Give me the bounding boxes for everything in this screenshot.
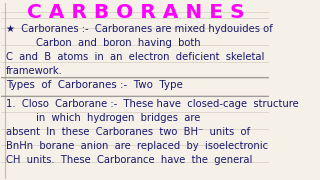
Text: in  which  hydrogen  bridges  are: in which hydrogen bridges are <box>36 113 201 123</box>
Text: framework.: framework. <box>6 66 63 76</box>
Text: Carbon  and  boron  having  both: Carbon and boron having both <box>36 38 201 48</box>
Text: ★  Carboranes :-  Carboranes are mixed hydouides of: ★ Carboranes :- Carboranes are mixed hyd… <box>6 24 273 34</box>
Text: BnHn  borane  anion  are  replaced  by  isoelectronic: BnHn borane anion are replaced by isoele… <box>6 141 268 151</box>
Text: absent  In  these  Carboranes  two  BH⁻  units  of: absent In these Carboranes two BH⁻ units… <box>6 127 250 137</box>
Text: CH  units.  These  Carborance  have  the  general: CH units. These Carborance have the gene… <box>6 155 252 165</box>
Text: C  and  B  atoms  in  an  electron  deficient  skeletal: C and B atoms in an electron deficient s… <box>6 52 265 62</box>
Text: Types  of  Carboranes :-  Two  Type: Types of Carboranes :- Two Type <box>6 80 183 90</box>
Text: C A R B O R A N E S: C A R B O R A N E S <box>27 3 244 22</box>
Text: 1.  Closo  Carborane :-  These have  closed-cage  structure: 1. Closo Carborane :- These have closed-… <box>6 99 299 109</box>
